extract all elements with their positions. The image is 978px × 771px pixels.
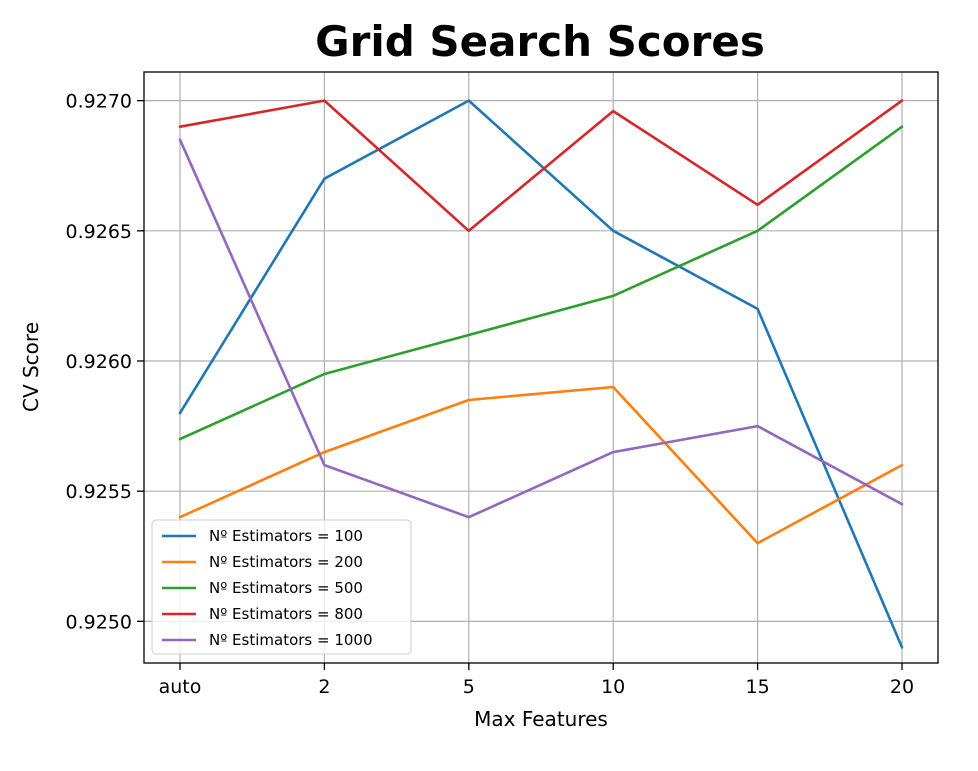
series-line-1 <box>178 99 904 649</box>
legend-label: Nº Estimators = 800 <box>209 605 363 623</box>
chart-title: Grid Search Scores <box>315 17 765 66</box>
x-tick-label: 2 <box>318 676 330 698</box>
legend-items: Nº Estimators = 100 Nº Estimators = 200 Nº… <box>162 527 373 649</box>
x-axis-label: Max Features <box>474 707 608 731</box>
y-tick-label: 0.9270 <box>66 91 132 113</box>
legend-label: Nº Estimators = 500 <box>209 579 363 597</box>
legend-label: Nº Estimators = 200 <box>209 553 363 571</box>
y-axis-label: CV Score <box>19 322 43 412</box>
legend-label: Nº Estimators = 100 <box>209 527 363 545</box>
series-line-2 <box>178 385 904 545</box>
series-layer <box>178 99 904 649</box>
series-line-4 <box>178 99 904 233</box>
y-tick-label: 0.9265 <box>66 221 132 243</box>
y-tick-label: 0.9250 <box>66 611 132 633</box>
x-tick-label: 20 <box>890 676 914 698</box>
x-tick-label: 10 <box>601 676 625 698</box>
legend-box <box>151 519 412 655</box>
x-tick-label: 5 <box>463 676 475 698</box>
legend-label: Nº Estimators = 1000 <box>209 631 373 649</box>
tick-layer: auto 2 5 10 15 20 0.9250 0.9255 0.9260 0.9265 0.92… <box>66 91 915 698</box>
series-line-3 <box>178 125 904 441</box>
x-tick-label: auto <box>159 676 202 698</box>
y-tick-label: 0.9255 <box>66 481 132 503</box>
legend: Nº Estimators = 100 Nº Estimators = 200 Nº… <box>151 519 412 655</box>
plot-frame <box>143 71 939 664</box>
series-line-5 <box>178 138 904 519</box>
y-tick-label: 0.9260 <box>66 351 132 373</box>
x-tick-label: 15 <box>746 676 770 698</box>
